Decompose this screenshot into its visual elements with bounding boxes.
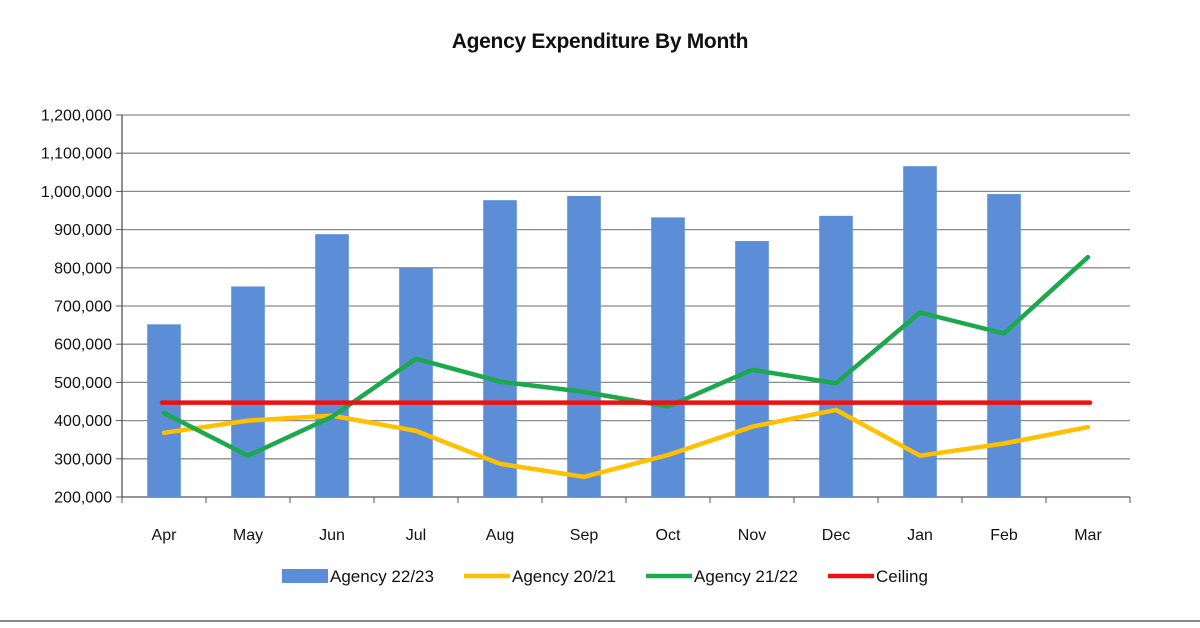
x-tick-label: Jun — [319, 527, 345, 544]
x-tick-label: Mar — [1074, 527, 1102, 544]
x-tick-label: Jan — [907, 527, 933, 544]
y-tick-label: 300,000 — [54, 451, 112, 468]
x-tick-label: Nov — [738, 527, 766, 544]
y-tick-label: 700,000 — [54, 299, 112, 316]
bar — [987, 194, 1021, 497]
y-tick-label: 500,000 — [54, 375, 112, 392]
x-tick-label: Dec — [822, 527, 850, 544]
bar — [147, 324, 181, 497]
series-line — [161, 254, 1091, 458]
x-tick-label: May — [233, 527, 263, 544]
legend-label: Ceiling — [876, 567, 928, 586]
x-tick-label: Jul — [406, 527, 426, 544]
legend-label: Agency 22/23 — [330, 567, 434, 586]
bar — [903, 166, 937, 498]
bar — [483, 200, 517, 497]
y-tick-label: 800,000 — [54, 260, 112, 277]
y-tick-label: 1,100,000 — [41, 146, 112, 163]
bar — [567, 195, 601, 497]
x-tick-label: Aug — [486, 527, 514, 544]
legend: Agency 22/23 Agency 20/21 Agency 21/22 Ceil… — [282, 567, 928, 586]
x-tick-label: Sep — [570, 527, 599, 544]
y-tick-label: 600,000 — [54, 337, 112, 354]
line-series — [159, 254, 1093, 480]
y-tick-label: 900,000 — [54, 222, 112, 239]
legend-label: Agency 20/21 — [512, 567, 616, 586]
y-tick-label: 1,000,000 — [41, 184, 112, 201]
bar — [231, 286, 265, 497]
bar — [399, 268, 433, 497]
x-axis-ticks: Apr May Jun Jul Aug Sep Oct Nov Dec Jan Feb Mar — [121, 497, 1131, 544]
bar-series — [147, 166, 1021, 498]
x-tick-label: Oct — [656, 527, 681, 544]
x-tick-label: Feb — [990, 527, 1018, 544]
x-tick-label: Apr — [152, 527, 178, 544]
y-tick-label: 200,000 — [54, 490, 112, 507]
bottom-divider — [0, 620, 1200, 622]
chart-title: Agency Expenditure By Month — [451, 30, 749, 53]
y-axis-ticks: 200,000 300,000 400,000 500,000 600,000 700,0… — [41, 108, 122, 507]
legend-swatch — [282, 569, 328, 583]
gridlines — [122, 114, 1130, 460]
bar — [315, 234, 349, 497]
series-line — [161, 407, 1091, 480]
legend-label: Agency 21/22 — [694, 567, 798, 586]
y-tick-label: 1,200,000 — [41, 108, 112, 125]
y-tick-label: 400,000 — [54, 413, 112, 430]
bar — [819, 215, 853, 497]
